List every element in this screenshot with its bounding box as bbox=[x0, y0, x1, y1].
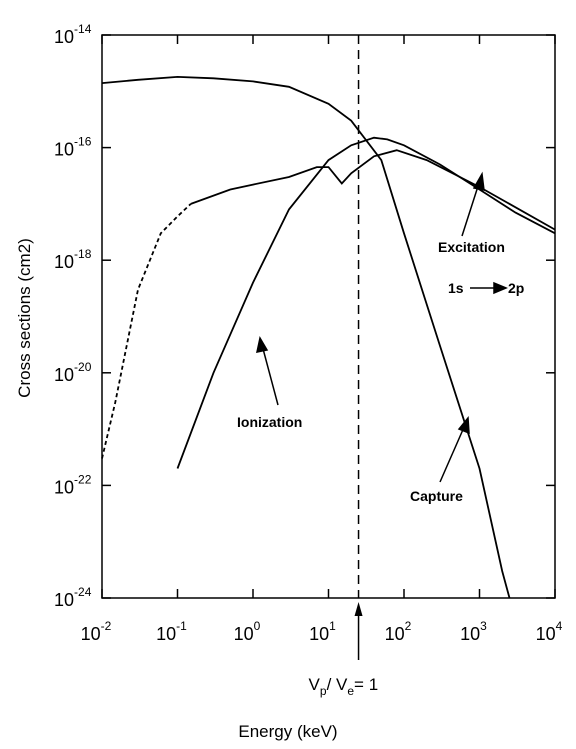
tick-base: 10 bbox=[385, 624, 405, 644]
arrow bbox=[439, 424, 466, 483]
reference-label-part: p bbox=[320, 684, 327, 698]
tick-base: 10 bbox=[54, 590, 74, 610]
arrowhead bbox=[256, 335, 269, 353]
tick-base: 10 bbox=[81, 624, 101, 644]
y-tick-label: 10-18 bbox=[54, 247, 92, 272]
tick-base: 10 bbox=[536, 624, 556, 644]
tick-exponent: -24 bbox=[74, 585, 92, 599]
data-line bbox=[176, 136, 556, 469]
tick-base: 10 bbox=[156, 624, 176, 644]
x-tick-label: 10-2 bbox=[81, 619, 112, 644]
tick-exponent: -14 bbox=[74, 22, 92, 36]
x-tick-label: 103 bbox=[460, 619, 487, 644]
y-tick-label: 10-20 bbox=[54, 360, 92, 385]
x-tick-label: 104 bbox=[536, 619, 563, 644]
reference-label: Vp/ Ve= 1 bbox=[309, 675, 379, 698]
tick-exponent: -2 bbox=[101, 619, 112, 633]
x-tick-label: 100 bbox=[234, 619, 261, 644]
y-tick-label: 10-14 bbox=[54, 22, 92, 47]
x-tick-label: 102 bbox=[385, 619, 412, 644]
arrowhead bbox=[493, 281, 508, 295]
annotation: 1s bbox=[448, 280, 464, 296]
x-tick-label: 101 bbox=[309, 619, 336, 644]
tick-base: 10 bbox=[54, 365, 74, 385]
data-line bbox=[101, 203, 192, 459]
tick-base: 10 bbox=[54, 140, 74, 160]
tick-base: 10 bbox=[54, 252, 74, 272]
y-tick-label: 10-16 bbox=[54, 135, 92, 160]
annotation-arrows bbox=[256, 171, 508, 483]
tick-exponent: -22 bbox=[74, 472, 92, 486]
reference-label-part: / V bbox=[327, 675, 348, 694]
y-tick-label: 10-24 bbox=[54, 585, 92, 610]
reference-label-part: e bbox=[347, 684, 354, 698]
data-line bbox=[190, 149, 556, 231]
tick-exponent: 0 bbox=[254, 619, 261, 633]
tick-exponent: -16 bbox=[74, 135, 92, 149]
annotation: Capture bbox=[410, 488, 463, 504]
reference-label-part: = 1 bbox=[354, 675, 378, 694]
tick-base: 10 bbox=[309, 624, 329, 644]
tick-exponent: 2 bbox=[405, 619, 412, 633]
tick-exponent: -1 bbox=[176, 619, 187, 633]
reference-label-part: V bbox=[309, 675, 321, 694]
annotation: Ionization bbox=[237, 414, 302, 430]
annotation: 2p bbox=[508, 280, 524, 296]
x-tick-label: 10-1 bbox=[156, 619, 187, 644]
y-axis-label: Cross sections (cm2) bbox=[15, 238, 34, 398]
arrow bbox=[261, 344, 279, 406]
annotation: Excitation bbox=[438, 239, 505, 255]
tick-base: 10 bbox=[234, 624, 254, 644]
reference-arrowhead bbox=[354, 602, 363, 616]
tick-base: 10 bbox=[54, 27, 74, 47]
tick-exponent: -20 bbox=[74, 360, 92, 374]
tick-base: 10 bbox=[460, 624, 480, 644]
plot-frame bbox=[101, 34, 556, 599]
tick-exponent: 4 bbox=[556, 619, 563, 633]
tick-exponent: -18 bbox=[74, 247, 92, 261]
tick-exponent: 3 bbox=[480, 619, 487, 633]
data-line bbox=[101, 75, 511, 599]
x-axis-label: Energy (keV) bbox=[238, 722, 337, 741]
tick-exponent: 1 bbox=[329, 619, 336, 633]
y-tick-label: 10-22 bbox=[54, 472, 92, 497]
tick-base: 10 bbox=[54, 477, 74, 497]
